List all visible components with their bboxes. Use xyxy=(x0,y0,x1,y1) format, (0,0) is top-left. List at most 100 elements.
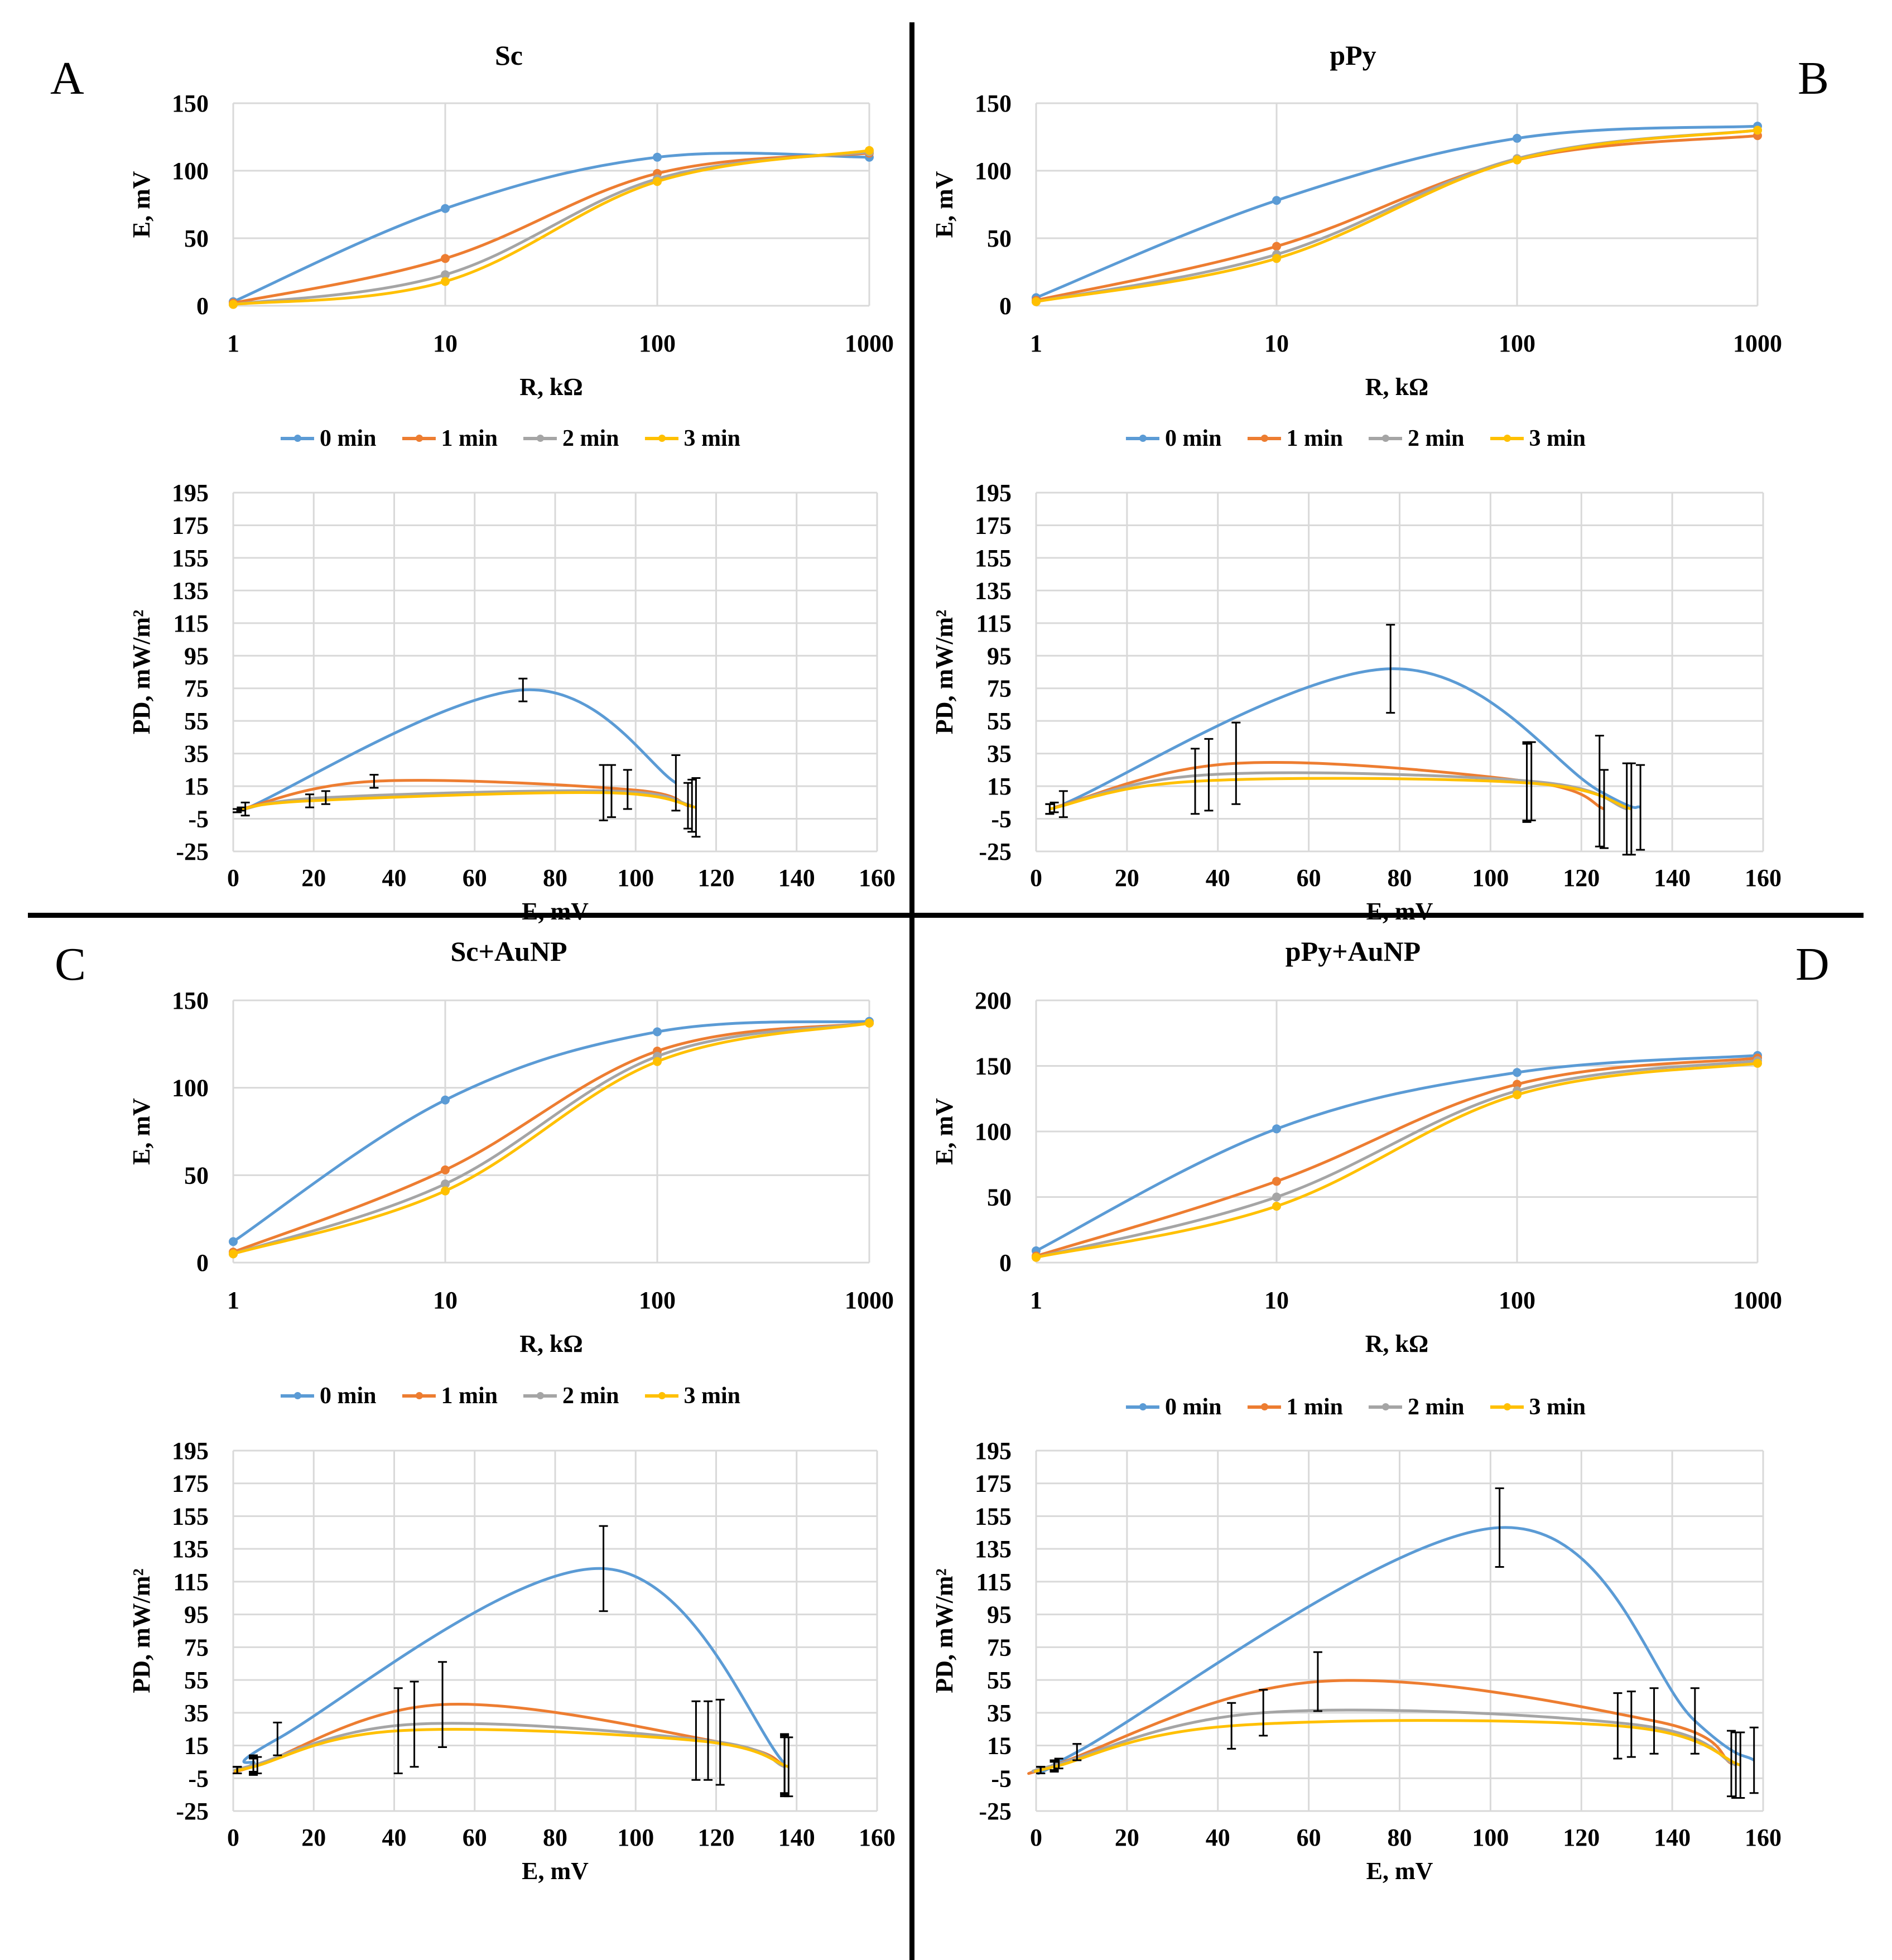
y-tick-label: 15 xyxy=(184,773,209,800)
panel-letter-d: D xyxy=(1795,938,1830,990)
legend-label: 0 min xyxy=(1164,1394,1222,1420)
x-tick-label: 120 xyxy=(1563,864,1600,892)
legend-item-2: 2 min xyxy=(1369,1394,1465,1420)
series-line xyxy=(233,150,870,306)
x-tick-label: 100 xyxy=(639,330,676,357)
legend-item-3: 3 min xyxy=(644,1383,741,1409)
panel-title-c: Sc+AuNP xyxy=(450,936,567,967)
series-line xyxy=(1062,667,1641,809)
x-tick-label: 1000 xyxy=(1733,330,1782,357)
y-tick-label: 95 xyxy=(987,642,1012,670)
y-tick-label: 15 xyxy=(987,1732,1012,1760)
x-tick-label: 40 xyxy=(382,1824,407,1851)
data-point xyxy=(653,152,662,162)
data-point xyxy=(1753,1058,1762,1068)
pd-chart-d: -25 -5 15 35 55 75 95 115 135 155 175 195 0 20 40 60 80 1… xyxy=(931,1437,1782,1885)
data-point xyxy=(1513,1090,1522,1100)
x-tick-label: 0 xyxy=(1030,864,1042,892)
y-tick-label: 195 xyxy=(975,1437,1012,1465)
x-tick-label: 80 xyxy=(1388,864,1412,892)
y-tick-label: 0 xyxy=(999,1249,1012,1277)
series-line xyxy=(1036,124,1758,299)
pd-chart-c: -25 -5 15 35 55 75 95 115 135 155 175 195 0 20 40 60 80 1… xyxy=(128,1437,896,1885)
y-tick-label: 115 xyxy=(976,1568,1012,1596)
y-tick-label: -25 xyxy=(979,1798,1012,1825)
y-tick-label: 175 xyxy=(172,512,209,539)
x-tick-label: 160 xyxy=(1745,1824,1782,1851)
y-tick-label: 200 xyxy=(975,987,1012,1014)
y-tick-label: 55 xyxy=(184,707,209,735)
y-tick-label: 35 xyxy=(987,1699,1012,1727)
series-line xyxy=(1036,1056,1758,1258)
y-tick-label: 100 xyxy=(172,1075,209,1102)
y-tick-label: 75 xyxy=(184,1634,209,1661)
x-tick-label: 1 xyxy=(227,1287,239,1314)
legend-item-2: 2 min xyxy=(523,425,619,452)
x-axis-label: E, mV xyxy=(522,1857,589,1885)
x-tick-label: 10 xyxy=(433,330,458,357)
series-line xyxy=(1036,128,1758,304)
series-line xyxy=(1036,1059,1758,1259)
series-line xyxy=(233,1022,870,1255)
data-point xyxy=(441,1165,450,1174)
y-tick-label: 95 xyxy=(184,642,209,670)
x-tick-label: 20 xyxy=(301,1824,326,1851)
data-point xyxy=(1272,242,1281,251)
y-tick-label: 195 xyxy=(172,1437,209,1465)
legend-label: 3 min xyxy=(683,1383,741,1409)
panel-title-a: Sc xyxy=(495,40,523,71)
legend-item-1: 1 min xyxy=(1247,425,1343,452)
series-line xyxy=(1036,128,1758,304)
legend-label: 3 min xyxy=(1529,426,1586,451)
series-line xyxy=(1035,1054,1758,1253)
x-tick-label: 100 xyxy=(617,1824,654,1851)
data-point xyxy=(1272,196,1281,205)
y-tick-label: 175 xyxy=(975,512,1012,539)
panel-title-b: pPy xyxy=(1330,40,1376,71)
legend-item-3: 3 min xyxy=(1490,425,1586,452)
series-line xyxy=(1036,134,1758,302)
data-point xyxy=(653,177,662,186)
x-tick-label: 60 xyxy=(463,864,487,892)
data-point xyxy=(1272,1192,1281,1202)
data-point xyxy=(441,1179,450,1188)
data-point xyxy=(441,277,450,286)
y-tick-label: 100 xyxy=(975,157,1012,185)
y-tick-label: 135 xyxy=(172,1535,209,1563)
er-chart-b: 0 50 100 150 1 10 100 1000 R, kΩ E, mV xyxy=(931,90,1782,401)
legend-c: 0 min 1 min 2 min 3 min xyxy=(280,1383,741,1409)
x-tick-label: 40 xyxy=(382,864,407,892)
x-axis-label: E, mV xyxy=(1366,898,1433,925)
y-tick-label: 75 xyxy=(184,675,209,702)
x-tick-label: 100 xyxy=(1499,1287,1535,1314)
x-tick-label: 80 xyxy=(1388,1824,1412,1851)
panel-letter-a: A xyxy=(50,52,84,104)
y-tick-label: 115 xyxy=(173,610,209,637)
y-tick-label: 35 xyxy=(184,740,209,768)
x-tick-label: 80 xyxy=(543,864,567,892)
series-line xyxy=(234,1728,789,1773)
legend-label: 0 min xyxy=(319,1383,377,1409)
y-tick-label: -25 xyxy=(176,1798,209,1825)
y-tick-label: 155 xyxy=(975,545,1012,572)
y-tick-label: -5 xyxy=(991,1765,1012,1792)
x-tick-label: 10 xyxy=(1264,1287,1289,1314)
legend-b: 0 min 1 min 2 min 3 min xyxy=(1125,425,1586,452)
y-tick-label: 95 xyxy=(987,1601,1012,1629)
x-tick-label: 160 xyxy=(1745,864,1782,892)
x-tick-label: 20 xyxy=(1115,864,1139,892)
legend-label: 2 min xyxy=(1408,1394,1465,1420)
y-tick-label: 35 xyxy=(987,740,1012,768)
y-tick-label: 150 xyxy=(975,1053,1012,1080)
series-line xyxy=(233,1022,870,1255)
series-line xyxy=(233,152,870,305)
legend-item-0: 0 min xyxy=(1125,425,1221,452)
x-tick-label: 100 xyxy=(1499,330,1535,357)
x-axis-label: R, kΩ xyxy=(1365,1330,1428,1357)
legend-label: 3 min xyxy=(1529,1394,1586,1420)
data-point xyxy=(1753,126,1762,135)
x-axis-label: R, kΩ xyxy=(1365,373,1428,401)
x-tick-label: 140 xyxy=(1654,864,1691,892)
y-tick-label: 155 xyxy=(975,1502,1012,1530)
y-tick-label: 150 xyxy=(975,90,1012,117)
